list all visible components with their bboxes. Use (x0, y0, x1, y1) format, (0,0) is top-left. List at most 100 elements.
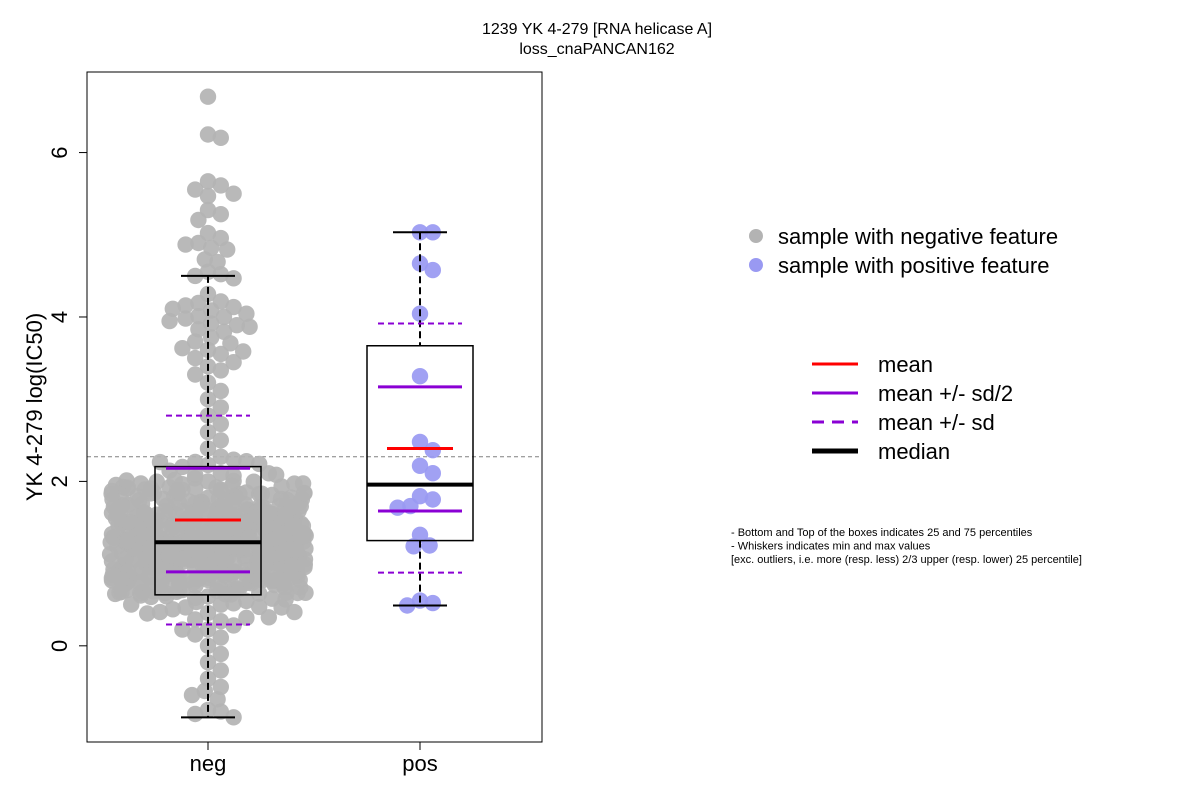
y-tick-label-2: 4 (47, 311, 72, 323)
neg-point (187, 366, 204, 383)
neg-point (212, 266, 229, 283)
neg-point (131, 492, 148, 509)
y-tick-label-0: 0 (47, 640, 72, 652)
neg-point (170, 573, 188, 591)
neg-point (164, 300, 181, 317)
pos-point (405, 538, 422, 555)
neg-point (194, 557, 212, 575)
neg-point (188, 571, 205, 588)
x-tick-label-pos: pos (402, 751, 437, 776)
pos-point (424, 491, 441, 508)
neg-point (118, 472, 135, 489)
neg-point (260, 609, 277, 626)
neg-point (212, 399, 229, 416)
y-axis-label: YK 4-279 log(IC50) (22, 313, 47, 501)
neg-point (238, 453, 255, 470)
pos-point (389, 499, 406, 516)
neg-point (142, 480, 160, 497)
neg-point (296, 556, 313, 573)
neg-point (225, 554, 243, 571)
neg-point (196, 251, 213, 268)
neg-point (212, 645, 229, 663)
neg-point (188, 593, 205, 611)
neg-point (284, 498, 301, 516)
neg-point (199, 604, 217, 622)
neg-point (238, 305, 255, 322)
neg-point (251, 598, 268, 616)
neg-point (277, 591, 294, 608)
neg-point (268, 466, 285, 483)
x-tick-label-neg: neg (190, 751, 227, 776)
neg-point (212, 415, 229, 433)
neg-point (215, 308, 233, 326)
neg-point (123, 596, 140, 613)
neg-point (199, 126, 217, 143)
neg-point (190, 308, 207, 325)
neg-point (225, 472, 242, 490)
neg-point (272, 490, 290, 508)
neg-point (199, 341, 217, 359)
neg-point (212, 206, 229, 223)
plot-area (87, 88, 542, 726)
neg-point (174, 621, 191, 638)
neg-point (175, 550, 192, 568)
y-tick-label-1: 2 (47, 475, 72, 487)
neg-point (199, 173, 217, 190)
neg-point (211, 551, 228, 568)
neg-point (187, 333, 204, 350)
neg-point (225, 354, 242, 371)
legend-line-label-3: median (878, 439, 950, 464)
neg-point (296, 484, 313, 502)
neg-point (187, 349, 204, 367)
neg-point (190, 234, 207, 252)
neg-point (113, 583, 130, 601)
legend-point-swatch-0 (749, 229, 763, 243)
neg-point (151, 603, 169, 621)
neg-point (219, 241, 236, 258)
neg-point (265, 572, 282, 589)
neg-point (186, 470, 203, 487)
neg-point (169, 482, 186, 499)
neg-point (183, 686, 201, 704)
neg-point (292, 528, 309, 545)
pos-box (366, 345, 474, 542)
neg-point (174, 340, 191, 357)
neg-point (187, 705, 204, 723)
neg-point (238, 609, 255, 626)
neg-point (227, 508, 244, 525)
neg-point (212, 362, 229, 379)
neg-point (184, 523, 202, 541)
neg-point (251, 509, 268, 526)
neg-point (209, 691, 226, 708)
neg-point (102, 534, 119, 551)
neg-point (250, 559, 267, 576)
neg-point (198, 501, 215, 518)
neg-point (160, 547, 178, 564)
neg-point (286, 603, 303, 621)
neg-point (297, 584, 314, 601)
neg-point (119, 532, 136, 550)
neg-point (212, 129, 229, 146)
neg-point (190, 321, 207, 338)
legend-point-label-1: sample with positive feature (778, 253, 1049, 278)
neg-point (199, 187, 217, 205)
neg-point (199, 440, 217, 457)
neg-point (235, 343, 252, 360)
neg-point (224, 492, 241, 510)
y-tick-label-3: 6 (47, 146, 72, 158)
neg-point (228, 317, 245, 334)
neg-point (212, 382, 229, 400)
notes: - Bottom and Top of the boxes indicates … (731, 527, 1082, 566)
pos-point (421, 537, 438, 554)
neg-point (209, 577, 226, 594)
neg-point (199, 374, 217, 391)
neg-point (212, 662, 229, 679)
neg-point (104, 566, 122, 583)
neg-point (212, 448, 229, 465)
neg-point (240, 531, 257, 548)
note-line-2: [exc. outliers, i.e. more (resp. less) 2… (731, 554, 1082, 566)
neg-point (281, 570, 298, 587)
neg-point (161, 312, 178, 330)
pos-point (424, 442, 441, 459)
neg-point (199, 88, 217, 105)
